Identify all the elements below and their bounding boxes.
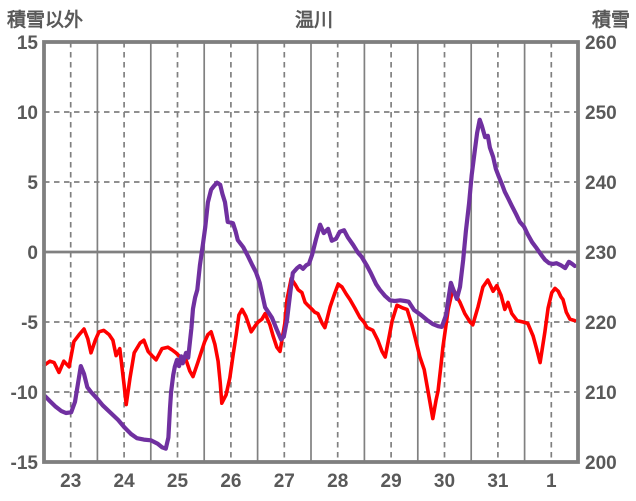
- x-axis-tick-label: 28: [327, 471, 348, 492]
- non-snow-series-line: [42, 276, 577, 421]
- x-axis-tick-label: 26: [220, 471, 241, 492]
- left-axis-tick-label: 5: [27, 173, 38, 194]
- x-axis-tick-label: 23: [60, 471, 81, 492]
- right-axis-tick-label: 200: [585, 453, 617, 474]
- x-axis-tick-label: 25: [167, 471, 189, 492]
- right-axis-tick-label: 240: [585, 173, 617, 194]
- left-axis-tick-label: -15: [11, 453, 39, 474]
- left-axis-tick-label: 15: [17, 33, 39, 54]
- right-axis-tick-label: 250: [585, 103, 617, 124]
- right-axis-tick-label: 230: [585, 243, 617, 264]
- right-axis-title: 積雪: [591, 10, 630, 31]
- left-axis-tick-label: -10: [11, 383, 38, 404]
- left-axis-tick-label: 10: [17, 103, 38, 124]
- x-axis-tick-label: 31: [487, 471, 509, 492]
- right-axis-tick-label: 220: [585, 313, 617, 334]
- left-axis-tick-label: -5: [21, 313, 38, 334]
- left-axis-title: 積雪以外: [7, 10, 84, 31]
- x-axis-tick-label: 27: [274, 471, 295, 492]
- right-axis-tick-label: 260: [585, 33, 617, 54]
- left-axis-tick-label: 0: [27, 243, 38, 264]
- snow-depth-series-line: [42, 117, 577, 451]
- x-axis-tick-label: 1: [546, 471, 557, 492]
- x-axis-tick-label: 30: [434, 471, 455, 492]
- plot-border: [42, 40, 580, 464]
- right-axis-tick-label: 210: [585, 383, 617, 404]
- chart-title: 温川: [294, 10, 333, 31]
- x-axis-tick-label: 24: [114, 471, 136, 492]
- x-axis-tick-label: 29: [381, 471, 402, 492]
